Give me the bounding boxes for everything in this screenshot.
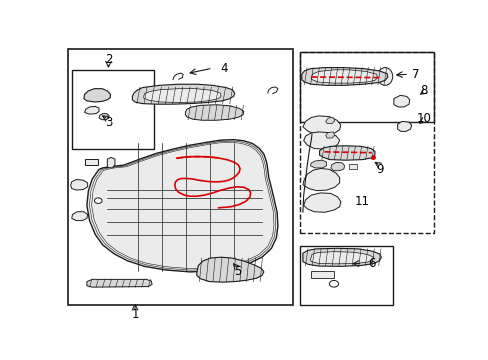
Polygon shape xyxy=(84,89,110,102)
Text: 7: 7 xyxy=(411,68,418,81)
Polygon shape xyxy=(301,68,387,85)
Polygon shape xyxy=(302,248,381,266)
Bar xyxy=(72,69,154,149)
Polygon shape xyxy=(311,270,333,278)
Text: 10: 10 xyxy=(416,112,431,125)
Polygon shape xyxy=(311,70,377,83)
Polygon shape xyxy=(87,140,277,272)
Text: 6: 6 xyxy=(367,257,375,270)
Polygon shape xyxy=(325,117,334,123)
Circle shape xyxy=(329,280,338,287)
Text: 4: 4 xyxy=(220,62,227,75)
Polygon shape xyxy=(310,160,326,168)
Polygon shape xyxy=(302,116,340,135)
Polygon shape xyxy=(325,132,334,138)
Polygon shape xyxy=(196,257,264,282)
Ellipse shape xyxy=(377,68,392,85)
Polygon shape xyxy=(99,114,109,120)
Text: 3: 3 xyxy=(104,116,112,129)
Polygon shape xyxy=(70,180,87,190)
Polygon shape xyxy=(143,89,221,103)
Circle shape xyxy=(94,198,102,203)
Bar xyxy=(68,49,293,305)
Polygon shape xyxy=(303,132,339,149)
Text: 1: 1 xyxy=(131,308,139,321)
Text: 9: 9 xyxy=(376,163,383,176)
Polygon shape xyxy=(397,121,411,131)
Polygon shape xyxy=(72,212,87,221)
Polygon shape xyxy=(330,162,344,171)
Polygon shape xyxy=(302,168,339,191)
Polygon shape xyxy=(107,157,115,168)
Text: 5: 5 xyxy=(233,265,241,278)
Polygon shape xyxy=(132,84,234,104)
Bar xyxy=(299,246,392,305)
Bar xyxy=(299,51,433,122)
Polygon shape xyxy=(87,279,152,287)
Polygon shape xyxy=(303,193,340,212)
Text: 11: 11 xyxy=(354,195,369,208)
Text: 2: 2 xyxy=(104,53,112,66)
Polygon shape xyxy=(310,252,373,264)
Bar xyxy=(299,51,433,233)
Polygon shape xyxy=(185,105,244,120)
Text: 8: 8 xyxy=(420,84,427,97)
Polygon shape xyxy=(319,146,374,160)
Polygon shape xyxy=(348,164,356,169)
Polygon shape xyxy=(84,107,99,114)
Polygon shape xyxy=(393,95,409,107)
Polygon shape xyxy=(84,159,97,165)
